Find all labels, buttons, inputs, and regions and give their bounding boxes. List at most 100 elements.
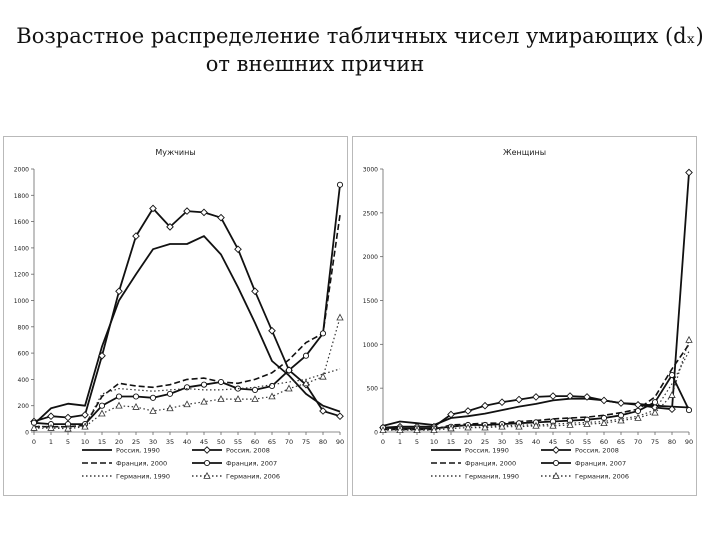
slide-title-line-2: от внешних причин — [205, 52, 425, 76]
chart0-series-point-1 — [319, 407, 327, 415]
chart0-series-point-1 — [132, 232, 140, 240]
chart0-x-tick-label: 30 — [149, 438, 157, 446]
chart0-series-point-1 — [234, 245, 242, 254]
chart1-series-line-5 — [383, 339, 690, 431]
chart0-x-tick-label: 35 — [166, 438, 174, 446]
chart1-series-point-5 — [549, 421, 557, 429]
chart0-series-point-5 — [64, 424, 72, 432]
chart0-series-point-5 — [98, 409, 106, 417]
chart0-series-point-3 — [166, 390, 174, 397]
chart1-x-tick-label: 60 — [600, 438, 608, 446]
chart1-series-point-5 — [481, 423, 489, 431]
chart0-series-point-5 — [200, 397, 208, 405]
chart0-legend-label-2: Франция, 2000 — [116, 460, 167, 468]
chart1-series-point-5 — [515, 422, 523, 430]
chart1-legend-item-0: Россия, 1990 — [431, 447, 509, 455]
chart0-series-point-3 — [285, 367, 293, 374]
chart1-series-point-1 — [515, 395, 523, 404]
chart1-series-point-3 — [634, 407, 642, 415]
chart1-series-point-1 — [549, 392, 557, 400]
chart-panel-men: Мужчины 0 200 400 600 800 1000 1200 1400 1600 1800… — [3, 136, 348, 496]
chart0-legend-label-5: Германия, 2006 — [226, 473, 280, 481]
chart0-series-point-3 — [98, 402, 106, 409]
chart1-series-point-5 — [379, 426, 387, 434]
chart1-y-tick-label: 0 — [374, 430, 378, 437]
chart0-series-point-5 — [30, 424, 38, 431]
chart1-x-tick-label: 30 — [498, 438, 506, 446]
chart1-x-tick-label: 45 — [549, 438, 557, 446]
chart0-legend-label-1: Россия, 2008 — [226, 447, 270, 455]
chart0-series-point-5 — [166, 404, 174, 412]
chart1-series-point-3 — [668, 371, 676, 379]
chart1-legend-label-2: Франция, 2000 — [465, 460, 516, 468]
chart0-x-tick-label: 0 — [32, 438, 36, 446]
chart0-series-point-5 — [251, 395, 259, 402]
chart1-series-point-1 — [566, 392, 574, 400]
chart1-x-tick-label: 10 — [430, 438, 438, 446]
chart0-series-point-1 — [336, 412, 344, 421]
chart1-legend-item-3: Франция, 2007 — [541, 460, 626, 468]
chart0-series-point-1 — [166, 223, 174, 231]
chart1-y-tick-label: 1000 — [363, 342, 378, 349]
chart0-y-tick-label: 2000 — [14, 167, 29, 174]
chart0-series-1 — [30, 204, 344, 426]
chart0-series-point-3 — [149, 394, 157, 401]
chart0-series-point-1 — [183, 207, 191, 215]
chart0-series-point-3 — [200, 381, 208, 388]
chart1-series-line-4 — [383, 351, 690, 430]
chart1-series-point-1 — [583, 393, 591, 401]
chart0-legend-label-4: Германия, 1990 — [116, 473, 170, 481]
chart1-series-point-5 — [498, 422, 506, 430]
chart0-legend-item-2: Франция, 2000 — [82, 460, 167, 468]
chart0-series-point-1 — [217, 213, 225, 222]
chart1-series-point-5 — [617, 416, 625, 424]
chart1-y-tick-label: 1500 — [363, 298, 378, 305]
chart1-x-tick-label: 90 — [685, 438, 693, 446]
chart1-series-4 — [383, 351, 690, 430]
chart0-series-line-4 — [33, 368, 341, 428]
chart0-legend: Россия, 1990 Россия, 2008 Франция, 2000 Фра… — [82, 446, 280, 481]
chart1-x-tick-label: 55 — [583, 438, 591, 446]
chart1-y-tick-label: 500 — [367, 386, 379, 393]
chart0-x-tick-label: 90 — [336, 438, 344, 446]
chart0-series-4 — [33, 368, 341, 428]
chart1-series-point-5 — [464, 423, 472, 431]
chart0-series-point-3 — [217, 378, 225, 386]
chart1-legend-label-3: Франция, 2007 — [575, 460, 626, 468]
chart1-x-tick-label: 50 — [566, 438, 574, 446]
chart1-series-point-5 — [651, 408, 659, 416]
chart0-y-tick-label: 600 — [18, 351, 30, 358]
chart1-series-point-3 — [651, 399, 659, 406]
chart1-x-tick-label: 65 — [617, 438, 625, 446]
chart1-title: Женщины — [503, 148, 546, 157]
chart0-legend-item-4: Германия, 1990 — [82, 473, 170, 481]
chart1-legend-sample-5-marker — [552, 471, 560, 479]
chart0-series-0 — [33, 235, 341, 425]
chart0-series-point-5 — [132, 402, 140, 410]
chart1-series-point-5 — [668, 391, 676, 398]
chart0-x-tick-label: 55 — [234, 438, 242, 446]
chart0-series-line-2 — [34, 214, 341, 428]
chart1-y-tick-label: 2000 — [363, 254, 378, 261]
chart0-legend-sample-5-marker — [203, 471, 211, 479]
chart0-legend-label-3: Франция, 2007 — [226, 460, 277, 468]
chart0-series-point-1 — [268, 326, 276, 335]
chart0-series-point-1 — [81, 411, 89, 419]
chart0-series-point-3 — [183, 384, 191, 391]
chart1-legend-item-5: Германия, 2006 — [541, 471, 629, 481]
chart1-series-point-5 — [583, 420, 591, 427]
chart0-x-tick-label: 25 — [132, 438, 140, 446]
chart1-series-point-1 — [617, 399, 625, 407]
chart1-series-point-1 — [685, 168, 693, 177]
chart0-series-point-1 — [149, 204, 157, 213]
chart0-legend-sample-3-marker — [203, 459, 211, 467]
chart1-series-point-5 — [396, 426, 404, 434]
chart0-y-tick-label: 1400 — [14, 245, 29, 252]
chart0-x-tick-label: 1 — [49, 438, 53, 446]
chart0-x-tick-label: 40 — [183, 438, 191, 446]
chart1-series-point-1 — [600, 396, 608, 405]
chart0-x-tick-label: 80 — [319, 438, 327, 446]
chart1-x-tick-label: 1 — [398, 438, 402, 446]
chart0-x-tick-label: 65 — [268, 438, 276, 446]
chart1-series-point-1 — [668, 405, 676, 414]
